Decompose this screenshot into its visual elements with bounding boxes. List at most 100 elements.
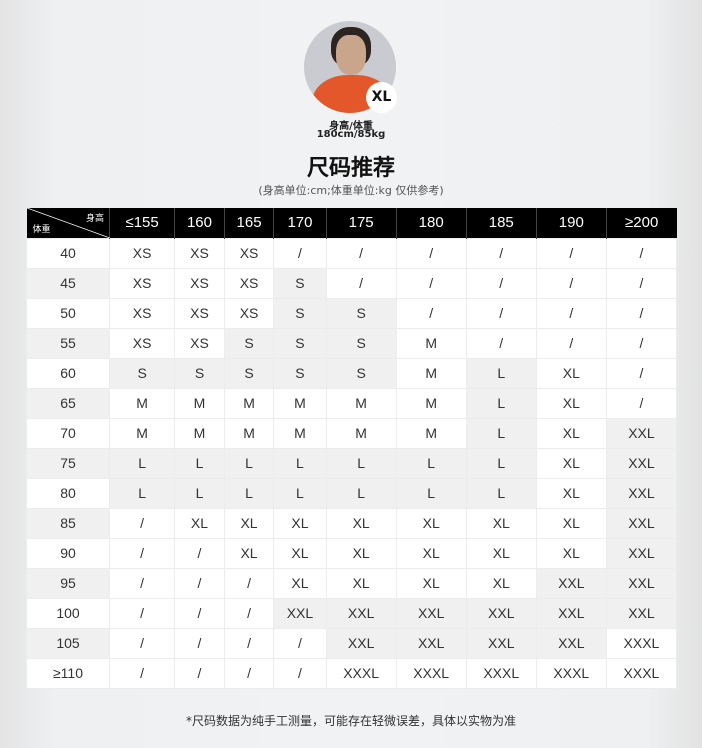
size-cell: / xyxy=(465,327,537,359)
size-cell: L xyxy=(465,357,537,389)
table-row: 90// XL XL XL XL XL XL XXL xyxy=(26,537,678,569)
size-cell: XS xyxy=(223,267,275,299)
weight-cell: 70 xyxy=(26,417,110,449)
size-cell: M xyxy=(325,417,397,449)
size-cell: XXL xyxy=(605,597,678,629)
size-cell: XL xyxy=(535,477,607,509)
size-cell: XXL xyxy=(535,597,607,629)
size-cell: L xyxy=(174,447,225,479)
size-cell: / xyxy=(108,597,176,629)
size-cell: / xyxy=(325,267,397,299)
corner-weight: 体重 xyxy=(32,223,51,234)
size-cell: XXL xyxy=(395,627,467,659)
size-cell: / xyxy=(535,297,607,329)
height-header: 175 xyxy=(325,208,397,238)
height-header: 160 xyxy=(174,208,225,238)
size-cell: / xyxy=(535,327,607,359)
size-cell: M xyxy=(325,387,397,419)
size-cell: / xyxy=(605,297,678,329)
size-cell: / xyxy=(605,357,678,389)
height-header: ≥200 xyxy=(605,208,677,238)
size-cell: XS xyxy=(108,327,176,359)
size-cell: S xyxy=(273,327,327,359)
size-badge: XL xyxy=(366,82,397,113)
height-header: 165 xyxy=(223,208,274,238)
size-cell: M xyxy=(174,417,225,449)
size-cell: XL xyxy=(325,507,397,539)
size-cell: XXL xyxy=(605,417,678,449)
size-cell: / xyxy=(605,267,678,299)
size-cell: / xyxy=(325,237,397,269)
size-cell: XL xyxy=(465,537,537,569)
table-row: ≥110// / / XXXL XXXL XXXL XXXL XXXL xyxy=(26,657,678,689)
size-cell: XXXL xyxy=(605,657,678,689)
model-label: 身高/体重 xyxy=(329,121,373,132)
size-cell: XL xyxy=(174,507,225,539)
table-row: 105// / / XXL XXL XXL XXL XXXL xyxy=(26,627,678,659)
size-cell: S xyxy=(325,357,397,389)
size-cell: S xyxy=(273,357,327,389)
size-cell: XL xyxy=(465,507,537,539)
size-cell: / xyxy=(535,267,607,299)
page-title: 尺码推荐 xyxy=(306,156,395,181)
weight-cell: ≥110 xyxy=(26,657,110,689)
size-cell: XXL xyxy=(535,627,607,659)
size-cell: XXL xyxy=(605,447,678,479)
size-cell: XL xyxy=(535,507,607,539)
size-cell: XS xyxy=(223,297,275,329)
size-cell: / xyxy=(465,267,537,299)
size-cell: S xyxy=(108,357,176,389)
size-cell: / xyxy=(465,297,537,329)
weight-cell: 45 xyxy=(26,267,110,299)
size-cell: XXL xyxy=(535,567,607,599)
size-cell: / xyxy=(223,567,275,599)
weight-cell: 90 xyxy=(26,537,110,569)
size-cell: / xyxy=(108,507,176,539)
size-cell: M xyxy=(223,387,275,419)
weight-cell: 65 xyxy=(26,387,110,419)
size-cell: XXL xyxy=(395,597,467,629)
size-cell: XXXL xyxy=(535,657,607,689)
size-cell: / xyxy=(273,627,327,659)
size-cell: L xyxy=(395,477,467,509)
size-cell: / xyxy=(108,537,176,569)
size-cell: S xyxy=(223,357,275,389)
size-cell: XXL xyxy=(465,627,537,659)
model-value: 180cm/85kg xyxy=(316,129,386,140)
size-cell: M xyxy=(395,327,467,359)
size-cell: L xyxy=(325,447,397,479)
table-row: 75 L L L L L L L XL XXL xyxy=(26,447,678,479)
size-cell: XXL xyxy=(325,627,397,659)
size-cell: / xyxy=(395,237,467,269)
size-cell: / xyxy=(174,657,225,689)
size-cell: XL xyxy=(273,507,327,539)
size-cell: M xyxy=(395,417,467,449)
size-cell: XS xyxy=(223,237,275,269)
size-cell: XL xyxy=(535,417,607,449)
size-cell: L xyxy=(174,477,225,509)
size-cell: XL xyxy=(223,537,275,569)
size-cell: S xyxy=(174,357,225,389)
size-cell: M xyxy=(108,387,176,419)
height-header: 180 xyxy=(395,208,467,238)
table-row: 50 XS XS XS S S / / / / xyxy=(26,297,678,329)
size-cell: M xyxy=(108,417,176,449)
size-cell: / xyxy=(273,237,327,269)
footnote: *尺码数据为纯手工测量，可能存在轻微误差，具体以实物为准 xyxy=(185,714,516,728)
weight-cell: 55 xyxy=(26,327,110,359)
size-cell: XL xyxy=(273,567,327,599)
size-cell: XXL xyxy=(465,597,537,629)
size-cell: XL xyxy=(395,507,467,539)
size-cell: XL xyxy=(535,537,607,569)
size-cell: XS xyxy=(174,237,225,269)
size-cell: / xyxy=(395,267,467,299)
weight-cell: 105 xyxy=(26,627,110,659)
table-row: 40 XS XS XS / / / / / / xyxy=(26,237,678,269)
size-cell: / xyxy=(535,237,607,269)
size-cell: / xyxy=(223,627,275,659)
table-row: 60 S S S S S M L XL / xyxy=(26,357,678,389)
size-cell: L xyxy=(108,477,176,509)
size-cell: XL xyxy=(223,507,275,539)
size-cell: / xyxy=(605,237,678,269)
size-cell: L xyxy=(223,447,275,479)
